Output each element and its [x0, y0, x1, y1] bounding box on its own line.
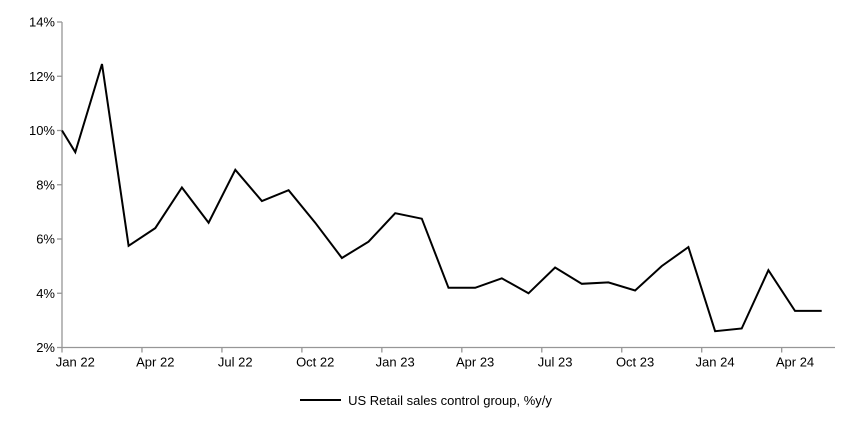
y-tick-label: 14%: [29, 15, 55, 30]
x-tick-label: Jul 23: [538, 355, 573, 370]
y-tick-label: 10%: [29, 123, 55, 138]
series-line: [61, 63, 822, 333]
legend: US Retail sales control group, %y/y: [0, 390, 852, 410]
y-tick-label: 4%: [36, 286, 55, 301]
x-tick-label: Jan 22: [56, 355, 95, 370]
legend-line-swatch: [300, 399, 342, 401]
x-tick-label: Oct 23: [616, 355, 654, 370]
x-tick-label: Oct 22: [296, 355, 334, 370]
x-tick-label: Jan 23: [376, 355, 415, 370]
legend-label: US Retail sales control group, %y/y: [348, 392, 552, 408]
x-tick-label: Apr 24: [776, 355, 814, 370]
x-tick-label: Apr 22: [136, 355, 174, 370]
x-tick-label: Apr 23: [456, 355, 494, 370]
x-tick-label: Jul 22: [218, 355, 253, 370]
y-tick-label: 2%: [36, 340, 55, 355]
x-tick-label: Jan 24: [696, 355, 735, 370]
y-tick-label: 8%: [36, 177, 55, 192]
y-tick-label: 6%: [36, 232, 55, 247]
y-tick-label: 12%: [29, 69, 55, 84]
